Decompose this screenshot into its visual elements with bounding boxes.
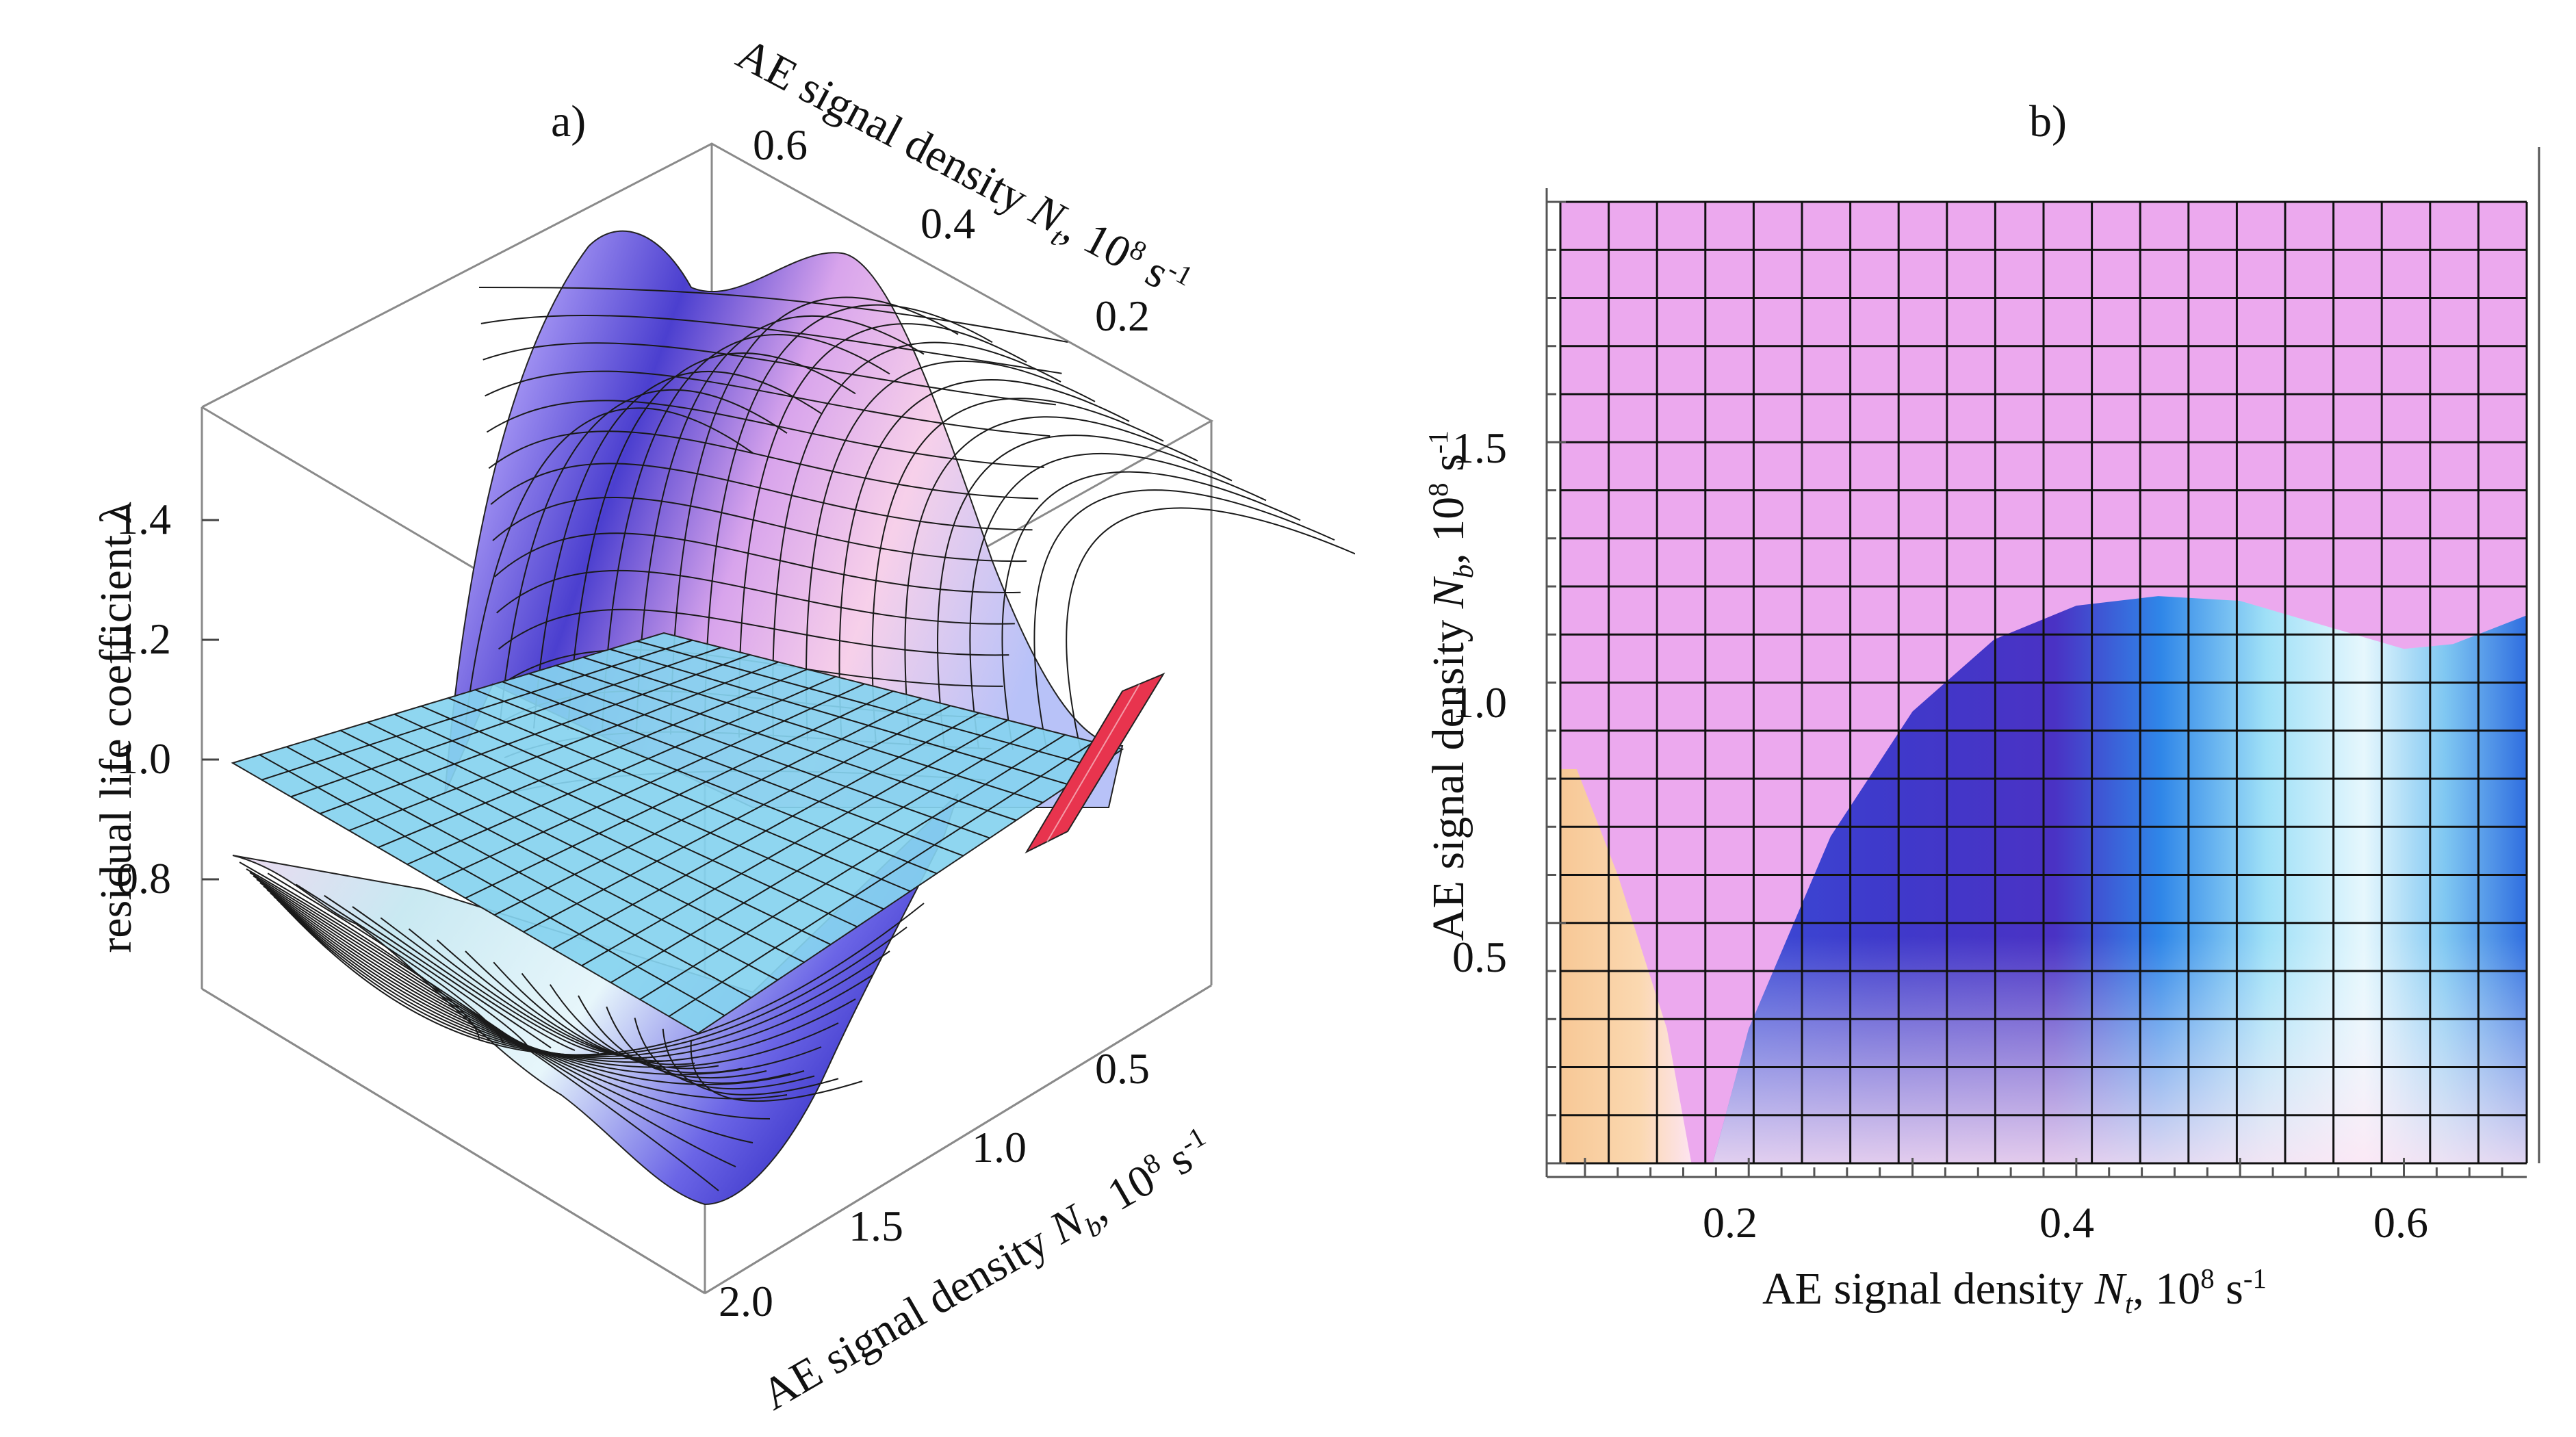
surface-grid-line [492, 497, 1027, 562]
bounding-box-front [201, 984, 1212, 1295]
panel-b-tag: b) [2029, 96, 2067, 146]
surface-grid-line [496, 569, 1015, 625]
surface-grid-line [287, 903, 925, 1056]
axes [1545, 147, 2540, 1178]
surface-grid-line [352, 906, 576, 1051]
surface-grid-line [838, 379, 1130, 742]
z-axis-title: residual life coefficient λ [91, 502, 141, 953]
plane-grid-line [556, 664, 1017, 821]
surface-grid-line [295, 883, 528, 1046]
surface-grid-line [772, 341, 1061, 740]
plane-grid-line [494, 697, 923, 916]
surface-grid-line [283, 906, 907, 1057]
plane-grid-line [465, 690, 894, 899]
surface-grid-line [904, 416, 1198, 745]
x-tick-label: 0.2 [1703, 1198, 1757, 1247]
surface-grid-line [465, 407, 754, 726]
plane-grid-line [639, 734, 1066, 1000]
x-tick-label: 0.4 [2039, 1198, 2094, 1247]
surface-grid-line [670, 296, 959, 735]
z-tick-label: 0.8 [116, 854, 171, 903]
surface-grid-line [480, 314, 1062, 374]
surface-grid-line [408, 928, 623, 1057]
surface-grid-line [567, 352, 856, 730]
plane-grid-line [636, 640, 1096, 768]
surface-grid-line [704, 304, 993, 736]
surface-grid-line [498, 608, 1009, 656]
y-tick-label: 1.0 [972, 1123, 1027, 1171]
x-tick-label: 0.6 [753, 120, 808, 169]
surface-grid-line [485, 370, 1051, 437]
plane-grid-line [609, 648, 1070, 786]
surface-grid-line [280, 903, 890, 1057]
plane-grid-line [581, 719, 1008, 967]
y-tick-label: 2.0 [719, 1277, 773, 1325]
panel-b: b) 0.2 0.4 0.6 0.5 1.0 1.5 AE signal den… [1355, 0, 2576, 1437]
x-tick-label: 0.4 [920, 199, 975, 248]
z-tick-label: 1.2 [116, 614, 171, 663]
surface-grid-line [602, 333, 890, 732]
z-axis-ticks [202, 519, 219, 881]
x-tick-label: 0.2 [1095, 292, 1150, 340]
surface-grid-line [488, 430, 1039, 500]
region-shading [1712, 596, 2527, 1163]
x-tick-label: 0.6 [2373, 1198, 2428, 1247]
y-tick-label: 0.5 [1452, 933, 1507, 981]
surface-grid-line [380, 917, 600, 1054]
plane-grid-line [475, 689, 938, 875]
plane-grid-line [523, 705, 951, 933]
surface-grid-line [871, 398, 1164, 744]
surface-grid-line [465, 950, 671, 1062]
surface-plot [201, 142, 1355, 1295]
reference-plane [231, 632, 1124, 1035]
surface-grid-line [482, 342, 1056, 406]
surface-grid-line [806, 360, 1096, 741]
surface-grid-line [486, 400, 1044, 468]
surface-grid-line [738, 323, 1027, 738]
panel-a: a) residual life coefficient λ 1.4 1.2 1… [91, 29, 1355, 1420]
y-tick-label: 1.5 [1452, 424, 1507, 472]
panel-a-tag: a) [551, 96, 587, 146]
surface-grid-line [490, 463, 1033, 531]
plane-grid-line [668, 741, 1094, 1018]
heatmap-plot [1545, 147, 2540, 1178]
surface-grid-line [636, 315, 925, 734]
plane-grid-line [528, 673, 990, 839]
z-tick-label: 1.4 [116, 495, 171, 543]
y-tick-label: 0.5 [1095, 1044, 1150, 1093]
y-axis-title: AE signal density Nb, 108 s-1 [1422, 430, 1480, 942]
surface-grid-line [276, 899, 873, 1060]
surface-grid-line [1001, 471, 1301, 750]
surface-grid-line [533, 370, 822, 729]
y-tick-label: 1.0 [1452, 678, 1507, 727]
surface-grid-line [478, 287, 1068, 343]
surface-grid-line [324, 894, 552, 1049]
intersection-strip [1025, 672, 1165, 854]
grid [1559, 200, 2528, 1165]
surface-grid-line [969, 452, 1267, 749]
surface-grid-line [1066, 507, 1355, 753]
surface-grid-line [493, 961, 695, 1065]
surface-lower [232, 793, 959, 1206]
plane-grid-line [610, 727, 1037, 983]
plane-grid-line [582, 656, 1044, 803]
y-tick-label: 1.5 [849, 1202, 903, 1250]
surface-grid-line [1033, 489, 1335, 751]
region-left-peach [1560, 768, 1692, 1163]
z-tick-label: 1.0 [116, 734, 171, 783]
surface-grid-line [937, 435, 1233, 747]
surface-grid-line [606, 1006, 791, 1084]
plane-grid-line [502, 681, 964, 857]
x-axis-title: AE signal density Nt, 108 s-1 [1762, 1263, 2267, 1320]
surface-grid-line [494, 532, 1021, 593]
plane-grid-line [552, 712, 980, 950]
